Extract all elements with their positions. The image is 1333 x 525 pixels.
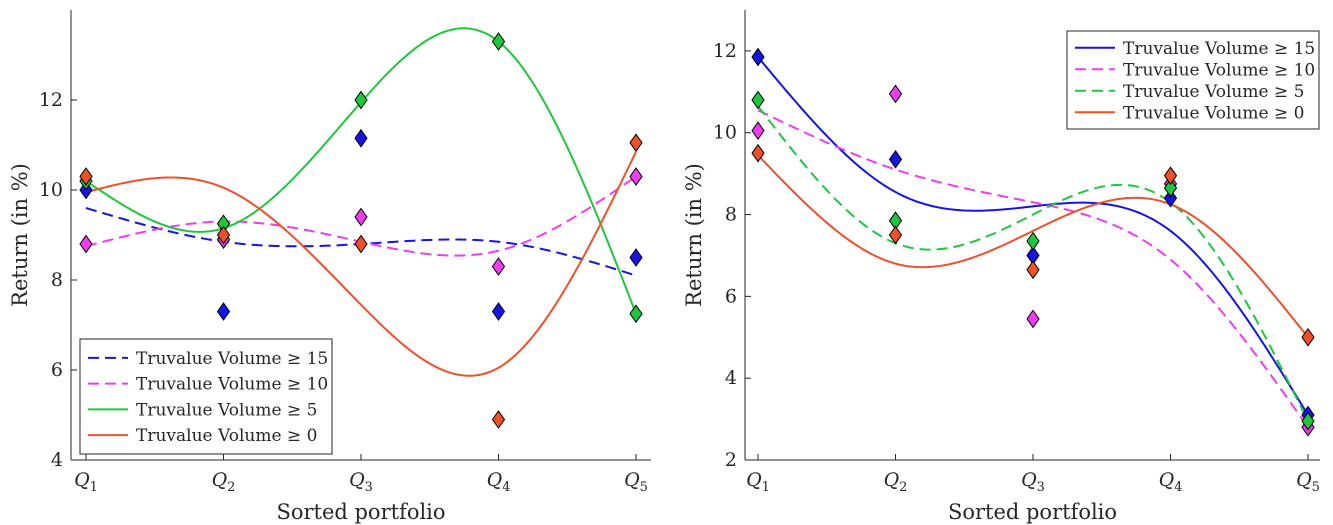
series-2-point <box>491 257 506 276</box>
series-line-4 <box>85 151 637 377</box>
series-1-point <box>629 248 643 267</box>
series-3-point <box>1163 178 1178 198</box>
series-1-point <box>751 47 765 67</box>
series-4-point <box>1026 260 1040 280</box>
x-tick-label: Q2 <box>884 469 908 495</box>
legend-label-3: Truvalue Volume ≥ 5 <box>1123 82 1304 102</box>
y-axis-label: Return (in %) <box>8 163 32 307</box>
series-2-point <box>79 234 93 254</box>
x-axis-label: Sorted portfolio <box>948 500 1117 524</box>
series-1-point <box>354 128 368 148</box>
series-4-point <box>751 143 765 163</box>
x-tick-label: Q5 <box>624 469 648 495</box>
legend: Truvalue Volume ≥ 15 Truvalue Volume ≥ 10… <box>79 338 333 455</box>
legend-label-1: Truvalue Volume ≥ 15 <box>1123 39 1315 59</box>
y-tick-label: 12 <box>39 89 63 111</box>
y-tick-label: 6 <box>51 359 63 381</box>
x-tick-label: Q3 <box>349 469 373 495</box>
series-4-point <box>491 410 506 429</box>
x-tick-label: Q3 <box>1021 469 1045 495</box>
chart-1: 4 6 8 10 12 Q1 Q2 Q3 Q4 Q5 Sorted portfolio Return … <box>8 10 651 524</box>
x-axis-label: Sorted portfolio <box>276 500 445 524</box>
series-3-point <box>354 90 368 110</box>
series-4-point <box>1163 166 1178 186</box>
series-1-point <box>491 302 506 321</box>
series-4-point <box>629 133 643 153</box>
series-3-point <box>491 32 506 51</box>
series-2-point <box>354 207 368 227</box>
legend-label-4: Truvalue Volume ≥ 0 <box>1123 103 1304 123</box>
x-tick-label: Q4 <box>487 469 511 495</box>
series-1-point <box>216 302 231 321</box>
series-line-1 <box>757 56 1309 416</box>
y-tick-label: 6 <box>725 285 737 307</box>
legend-label-3: Truvalue Volume ≥ 5 <box>136 400 317 420</box>
series-2-point <box>1026 309 1040 329</box>
y-tick-label: 10 <box>713 122 737 144</box>
chart-2: 2 4 6 8 10 12 Q1 Q2 Q3 Q4 Q5 Sorted portfolio Return… <box>682 10 1320 524</box>
series-line-3 <box>85 27 637 315</box>
y-tick-label: 12 <box>713 40 737 62</box>
series-4-point <box>79 167 93 186</box>
series-4-point <box>216 225 231 245</box>
y-tick-label: 10 <box>39 179 63 201</box>
x-tick-label: Q5 <box>1296 469 1320 495</box>
series-4-point <box>888 225 903 245</box>
series-3-point <box>629 304 643 324</box>
series-3-point <box>751 90 765 110</box>
x-tick-label: Q1 <box>74 469 98 495</box>
y-tick-label: 8 <box>51 269 63 291</box>
legend-label-4: Truvalue Volume ≥ 0 <box>136 426 317 446</box>
series-4-point <box>1301 327 1315 347</box>
series-line-2 <box>757 109 1309 428</box>
series-line-4 <box>757 154 1309 338</box>
series-line-3 <box>757 105 1309 422</box>
y-tick-label: 4 <box>51 449 63 471</box>
x-tick-label: Q1 <box>746 469 770 495</box>
series-3-point <box>1026 231 1040 251</box>
series-1-point <box>888 149 903 169</box>
series-2-point <box>751 121 765 141</box>
series-1-point <box>1163 188 1178 208</box>
y-tick-label: 8 <box>725 204 737 226</box>
series-4-point <box>354 234 368 254</box>
legend-label-2: Truvalue Volume ≥ 10 <box>1123 60 1315 80</box>
series-3-point <box>1301 411 1315 431</box>
series-2-point <box>629 167 643 186</box>
x-tick-label: Q2 <box>212 469 236 495</box>
y-tick-label: 2 <box>725 449 737 471</box>
x-tick-label: Q4 <box>1159 469 1183 495</box>
y-axis-label: Return (in %) <box>682 163 706 307</box>
series-2-point <box>888 84 903 104</box>
legend-label-2: Truvalue Volume ≥ 10 <box>136 375 328 395</box>
y-tick-label: 4 <box>725 367 737 389</box>
legend-label-1: Truvalue Volume ≥ 15 <box>136 349 328 369</box>
